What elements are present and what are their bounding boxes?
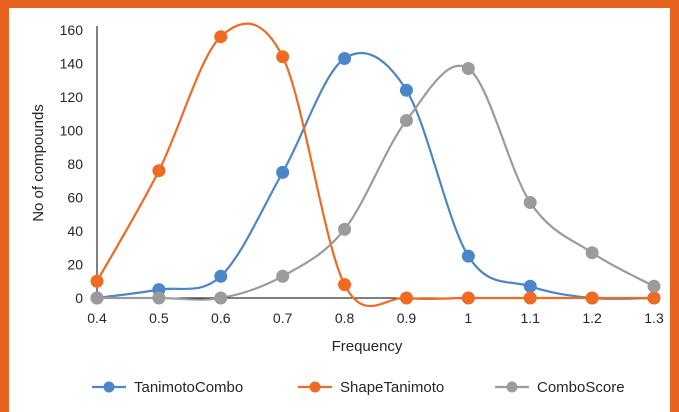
comboscore-point [399,113,413,127]
tanimotocombo-point [338,51,352,65]
shapetanimoto-legend-label: ShapeTanimoto [340,379,444,396]
comboscore-point [214,291,228,305]
tanimotocombo-legend-marker [103,381,115,393]
tanimotocombo-point [214,269,228,283]
shapetanimoto-point [399,291,413,305]
axes: 0 20 40 60 80 100 120 140 160 0.4 0.5 0.6 0.7 0.8 0.9 1… [60,22,664,326]
series-points [90,30,661,305]
y-tick-label: 0 [75,290,83,306]
tanimotocombo-point [399,83,413,97]
comboscore-point [585,246,599,260]
shapetanimoto-point [461,291,475,305]
comboscore-point [90,291,104,305]
y-tick-label: 120 [60,89,84,105]
tanimotocombo-point [461,249,475,263]
comboscore-point [276,269,290,283]
x-tick-label: 0.5 [149,310,169,326]
comboscore-legend-label: ComboScore [537,379,625,396]
shapetanimoto-point [152,164,166,178]
comboscore-point [338,222,352,236]
border-top [0,0,679,8]
x-tick-label: 0.9 [397,310,417,326]
shapetanimoto-point [90,274,104,288]
x-tick-label: 1.1 [520,310,540,326]
shapetanimoto-point [647,291,661,305]
shapetanimoto-point [585,291,599,305]
tanimotocombo-legend-label: TanimotoCombo [134,379,243,396]
shapetanimoto-legend-marker [309,381,321,393]
series-lines [96,22,655,308]
border-left [0,0,9,412]
shapetanimoto-line [96,22,654,308]
comboscore-point [523,196,537,210]
y-tick-label: 140 [60,56,84,72]
y-tick-label: 80 [67,156,83,172]
comboscore-point [647,279,661,293]
y-tick-label: 100 [60,123,84,139]
comboscore-line [96,64,655,301]
x-tick-label: 1 [464,310,472,326]
shapetanimoto-point [214,30,228,44]
x-tick-label: 0.7 [273,310,293,326]
y-axis-title: No of compounds [30,104,47,222]
border-right [670,0,679,412]
legend: TanimotoCombo ShapeTanimoto ComboScore [92,379,625,396]
shapetanimoto-point [523,291,537,305]
x-tick-label: 1.3 [644,310,664,326]
y-tick-label: 40 [67,223,83,239]
x-tick-label: 1.2 [582,310,602,326]
y-tick-label: 160 [60,22,84,38]
tanimotocombo-point [276,165,290,179]
y-tick-label: 60 [67,190,83,206]
shapetanimoto-point [338,278,352,292]
tanimotocombo-point [523,279,537,293]
tanimotocombo-line [96,51,655,300]
x-tick-label: 0.4 [87,310,107,326]
comboscore-point [461,62,475,76]
comboscore-legend-marker [506,381,518,393]
x-axis-title: Frequency [332,338,403,355]
shapetanimoto-point [276,50,290,64]
comboscore-point [152,291,166,305]
y-tick-label: 20 [67,257,83,273]
x-tick-label: 0.6 [211,310,231,326]
x-tick-label: 0.8 [335,310,355,326]
